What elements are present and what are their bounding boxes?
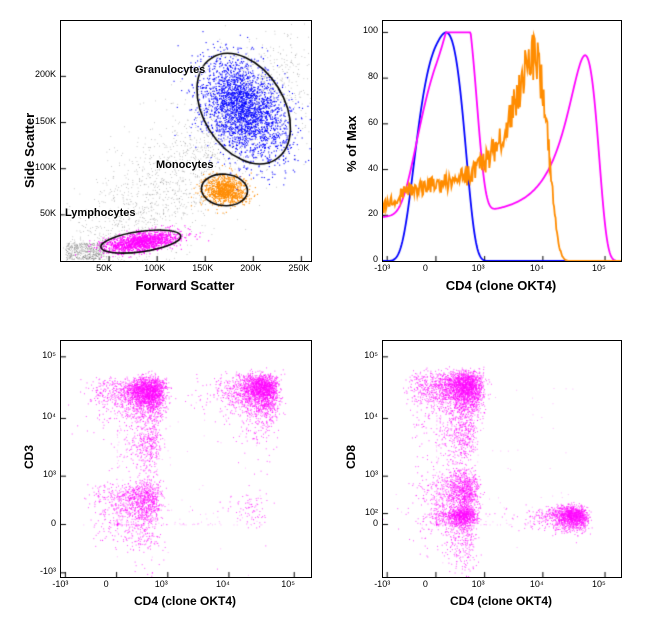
x-axis-label: CD4 (clone OKT4) — [60, 594, 310, 608]
canvas-c — [61, 341, 311, 577]
plot-area-c — [60, 340, 312, 578]
tick-label: -10³ — [374, 579, 390, 589]
tick-label: 10⁵ — [281, 579, 295, 589]
tick-label: 10³ — [350, 469, 378, 479]
tick-label: 50K — [26, 208, 56, 218]
tick-label: 0 — [423, 263, 428, 273]
tick-label: 0 — [356, 254, 378, 264]
x-axis-label: Forward Scatter — [60, 278, 310, 293]
y-axis-label: CD3 — [22, 445, 36, 469]
tick-label: 100K — [26, 162, 56, 172]
tick-label: 10⁵ — [28, 350, 56, 360]
x-axis-label: CD4 (clone OKT4) — [382, 278, 620, 293]
tick-label: 0 — [28, 518, 56, 528]
plot-area-a — [60, 20, 312, 262]
tick-label: 100K — [144, 263, 165, 273]
tick-label: 10⁵ — [592, 579, 606, 589]
tick-label: 50K — [96, 263, 112, 273]
tick-label: 10⁴ — [530, 579, 544, 589]
panel-cd4-histogram — [382, 20, 620, 260]
canvas-a — [61, 21, 311, 261]
tick-label: 200K — [240, 263, 261, 273]
tick-label: 10⁵ — [592, 263, 606, 273]
tick-label: 150K — [26, 116, 56, 126]
tick-label: 10⁴ — [28, 411, 56, 421]
tick-label: -10³ — [52, 579, 68, 589]
plot-area-b — [382, 20, 622, 262]
tick-label: 60 — [356, 117, 378, 127]
canvas-b — [383, 21, 621, 261]
tick-label: 100 — [356, 25, 378, 35]
tick-label: 0 — [350, 518, 378, 528]
tick-label: 0 — [423, 579, 428, 589]
tick-label: -10³ — [28, 566, 56, 576]
tick-label: 10³ — [472, 579, 485, 589]
tick-label: 80 — [356, 71, 378, 81]
flow-cytometry-figure: Forward ScatterSide Scatter50K100K150K20… — [0, 0, 650, 636]
panel-fsc-ssc — [60, 20, 310, 260]
tick-label: 0 — [104, 579, 109, 589]
tick-label: 10³ — [472, 263, 485, 273]
tick-label: 10³ — [155, 579, 168, 589]
tick-label: 10³ — [28, 469, 56, 479]
tick-label: 40 — [356, 163, 378, 173]
y-axis-label: CD8 — [344, 445, 358, 469]
tick-label: 20 — [356, 208, 378, 218]
tick-label: -10³ — [374, 263, 390, 273]
tick-label: 10² — [350, 507, 378, 517]
tick-label: 10⁴ — [530, 263, 544, 273]
x-axis-label: CD4 (clone OKT4) — [382, 594, 620, 608]
tick-label: 250K — [288, 263, 309, 273]
tick-label: 10⁴ — [350, 411, 378, 421]
panel-cd4-cd8 — [382, 340, 620, 576]
canvas-d — [383, 341, 621, 577]
plot-area-d — [382, 340, 622, 578]
tick-label: 10⁵ — [350, 350, 378, 360]
panel-cd4-cd3 — [60, 340, 310, 576]
tick-label: 10⁴ — [216, 579, 230, 589]
tick-label: 150K — [192, 263, 213, 273]
tick-label: 200K — [26, 69, 56, 79]
